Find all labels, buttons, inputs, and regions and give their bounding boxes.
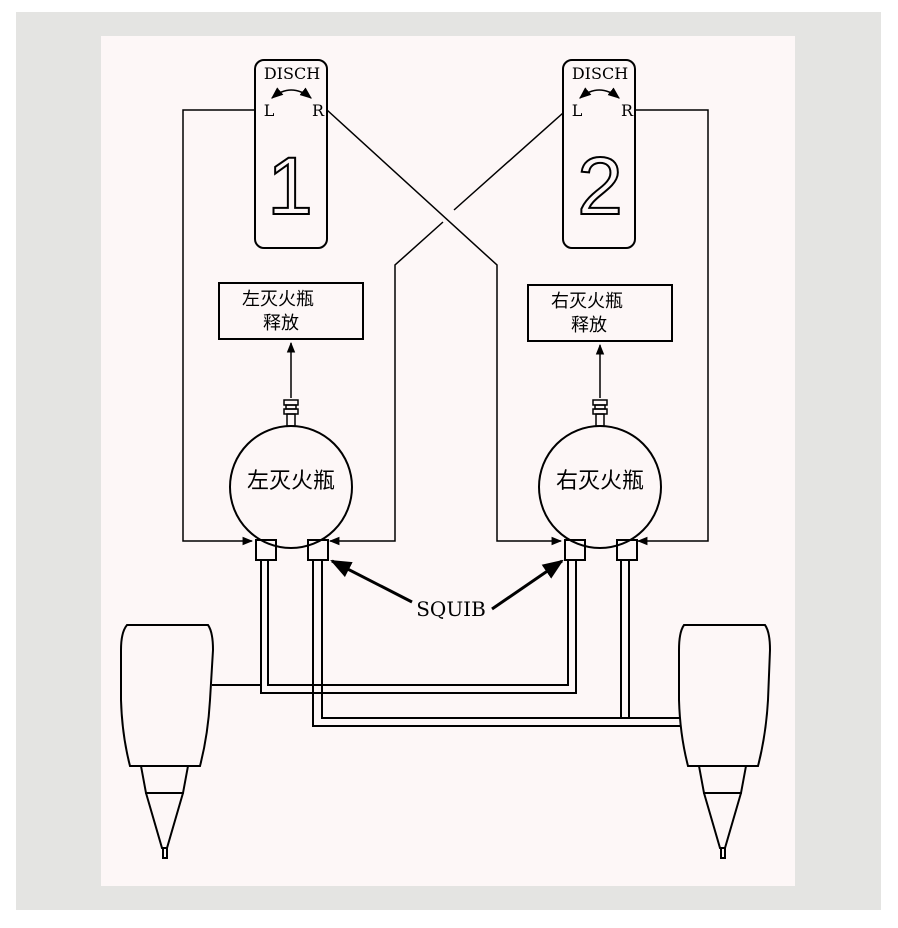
left-release-box (218, 282, 364, 340)
left-engine-nacelle (120, 624, 215, 767)
left-release-indicator: 左灭火瓶 释放 (218, 282, 364, 340)
right-engine-nozzle (698, 765, 747, 794)
right-bottle: 右灭火瓶 (538, 399, 662, 561)
left-bottle: 左灭火瓶 (229, 399, 353, 561)
left-release-line1: 左灭火瓶 (242, 289, 314, 310)
switch-1-disch-label: DISCH (264, 64, 320, 83)
diagram-panel (101, 36, 795, 886)
wire-switch1-r (326, 109, 563, 546)
left-engine-cone (145, 792, 184, 849)
left-bottle-squib-r (307, 539, 329, 561)
right-bottle-label: 右灭火瓶 (556, 469, 644, 494)
switch-2-left-label: L (572, 101, 583, 120)
right-bottle-valve (592, 399, 608, 427)
right-engine (678, 624, 772, 859)
switch-2-number: 2 (577, 141, 623, 232)
right-release-indicator: 右灭火瓶 释放 (527, 284, 673, 342)
wire-switch2-r (635, 109, 709, 546)
switch-1-rotate-arrow-icon (271, 87, 312, 99)
discharge-pipes (212, 560, 680, 727)
disch-switch-2[interactable]: DISCH L R 2 (562, 59, 636, 249)
left-bottle-squib-l (255, 539, 277, 561)
switch-2-right-label: R (621, 101, 634, 120)
left-bottle-body (229, 425, 353, 549)
right-bottle-body (538, 425, 662, 549)
switch-2-body (562, 59, 636, 249)
wire-switch2-l-a (453, 112, 564, 211)
wire-switch2-l-b (328, 221, 444, 546)
switch-1-body (254, 59, 328, 249)
switch-2-rotate-arrow-icon (579, 87, 620, 99)
switch-1-right-label: R (312, 101, 325, 120)
right-engine-cone (703, 792, 742, 849)
right-release-line1: 右灭火瓶 (551, 291, 623, 312)
squib-arrow-right (491, 559, 564, 611)
left-release-line2: 释放 (263, 313, 299, 334)
left-bottle-valve (283, 399, 299, 427)
left-bottle-label: 左灭火瓶 (247, 469, 335, 494)
right-engine-nacelle (678, 624, 772, 767)
left-engine-nozzle (140, 765, 189, 794)
left-engine (120, 624, 215, 859)
disch-switch-1[interactable]: DISCH L R 1 (254, 59, 328, 249)
right-release-box (527, 284, 673, 342)
squib-label: SQUIB (416, 597, 486, 621)
switch-1-left-label: L (264, 101, 275, 120)
switch-1-number: 1 (267, 141, 313, 232)
switch-2-disch-label: DISCH (572, 64, 628, 83)
right-release-line2: 释放 (571, 315, 607, 336)
wire-switch1-l (182, 109, 255, 546)
squib-arrow-left (330, 559, 413, 604)
right-bottle-squib-r (616, 539, 638, 561)
